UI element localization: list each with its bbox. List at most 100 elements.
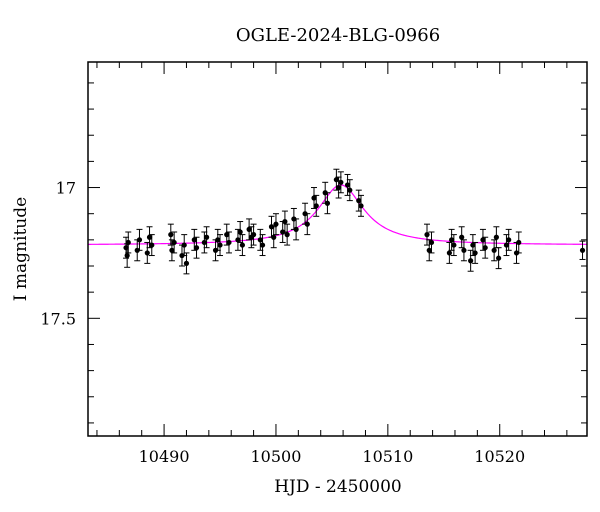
y-tick-label: 17: [56, 179, 76, 198]
data-marker: [503, 242, 510, 248]
data-point: [458, 226, 465, 249]
data-marker: [516, 239, 522, 246]
data-point: [293, 218, 300, 241]
data-point: [259, 234, 266, 257]
data-marker: [472, 250, 478, 256]
data-marker: [338, 179, 344, 185]
plot-area: [87, 168, 588, 275]
data-marker: [215, 237, 221, 243]
data-point: [284, 223, 291, 246]
data-point: [324, 192, 331, 215]
axis-tick-labels: 10490 10500 10510 10520 17 17.5: [40, 179, 525, 466]
data-marker: [491, 247, 497, 253]
x-tick-label: 10490: [139, 447, 190, 466]
data-point: [214, 228, 221, 251]
data-marker: [250, 232, 257, 238]
data-point: [424, 223, 431, 246]
data-marker: [347, 187, 353, 193]
data-marker: [282, 218, 288, 225]
data-point: [217, 234, 224, 257]
data-point: [450, 234, 457, 257]
data-point: [482, 236, 489, 259]
data-point: [223, 223, 230, 246]
data-marker: [336, 184, 342, 191]
data-marker: [333, 177, 339, 183]
data-marker: [468, 258, 474, 264]
model-curve: [87, 184, 588, 245]
data-marker: [191, 237, 197, 243]
data-point: [467, 249, 474, 272]
data-point: [311, 187, 318, 209]
y-tick-label: 17.5: [40, 309, 76, 328]
data-marker: [293, 226, 299, 232]
x-tick-label: 10510: [362, 447, 413, 466]
data-marker: [181, 242, 187, 248]
data-marker: [284, 232, 290, 238]
data-marker: [259, 242, 266, 248]
data-marker: [424, 232, 430, 238]
data-marker: [304, 221, 310, 227]
data-point: [148, 234, 155, 257]
data-marker: [201, 239, 207, 246]
data-marker: [273, 221, 279, 227]
data-point: [193, 236, 200, 259]
data-marker: [470, 242, 476, 248]
data-point: [203, 226, 210, 249]
data-point: [344, 173, 351, 196]
chart-title: OGLE-2024-BLG-0966: [236, 25, 440, 46]
data-marker: [356, 198, 362, 204]
data-marker: [168, 232, 174, 238]
data-point: [125, 231, 132, 254]
data-point: [579, 240, 586, 260]
data-point: [515, 231, 522, 254]
data-marker: [246, 226, 252, 232]
data-marker: [237, 229, 243, 235]
data-point: [505, 228, 512, 251]
data-marker: [461, 247, 467, 253]
data-point: [479, 228, 486, 251]
data-point: [491, 239, 498, 262]
data-marker: [344, 182, 351, 188]
data-point: [183, 252, 190, 275]
data-marker: [224, 232, 230, 238]
data-point: [495, 247, 502, 270]
data-marker: [217, 242, 223, 248]
data-marker: [257, 237, 263, 243]
data-point: [357, 194, 364, 217]
data-point: [239, 234, 246, 257]
data-point: [225, 231, 232, 254]
data-marker: [171, 239, 177, 246]
data-point: [337, 171, 344, 194]
x-axis-label: HJD - 2450000: [274, 477, 402, 497]
data-point: [272, 213, 279, 236]
data-marker: [235, 237, 241, 243]
data-marker: [496, 255, 502, 261]
data-point: [171, 231, 178, 254]
data-marker: [149, 242, 155, 248]
data-point: [250, 223, 257, 246]
data-marker: [311, 195, 317, 201]
data-marker: [239, 242, 245, 248]
data-point: [446, 241, 453, 264]
axis-ticks: [88, 62, 587, 436]
data-marker: [493, 234, 499, 240]
data-marker: [136, 237, 143, 243]
data-point: [346, 179, 353, 202]
data-marker: [146, 234, 153, 240]
data-marker: [226, 239, 232, 246]
data-point: [144, 241, 151, 264]
data-point: [428, 231, 435, 254]
data-marker: [428, 239, 435, 246]
data-point: [304, 213, 311, 236]
x-tick-label: 10520: [474, 447, 525, 466]
data-marker: [169, 247, 175, 253]
data-marker: [446, 250, 452, 256]
data-point: [167, 223, 174, 246]
data-marker: [451, 242, 457, 248]
data-point: [281, 210, 288, 233]
data-marker: [125, 239, 131, 246]
data-point: [257, 228, 264, 251]
data-point: [270, 226, 277, 249]
data-point: [460, 239, 467, 262]
